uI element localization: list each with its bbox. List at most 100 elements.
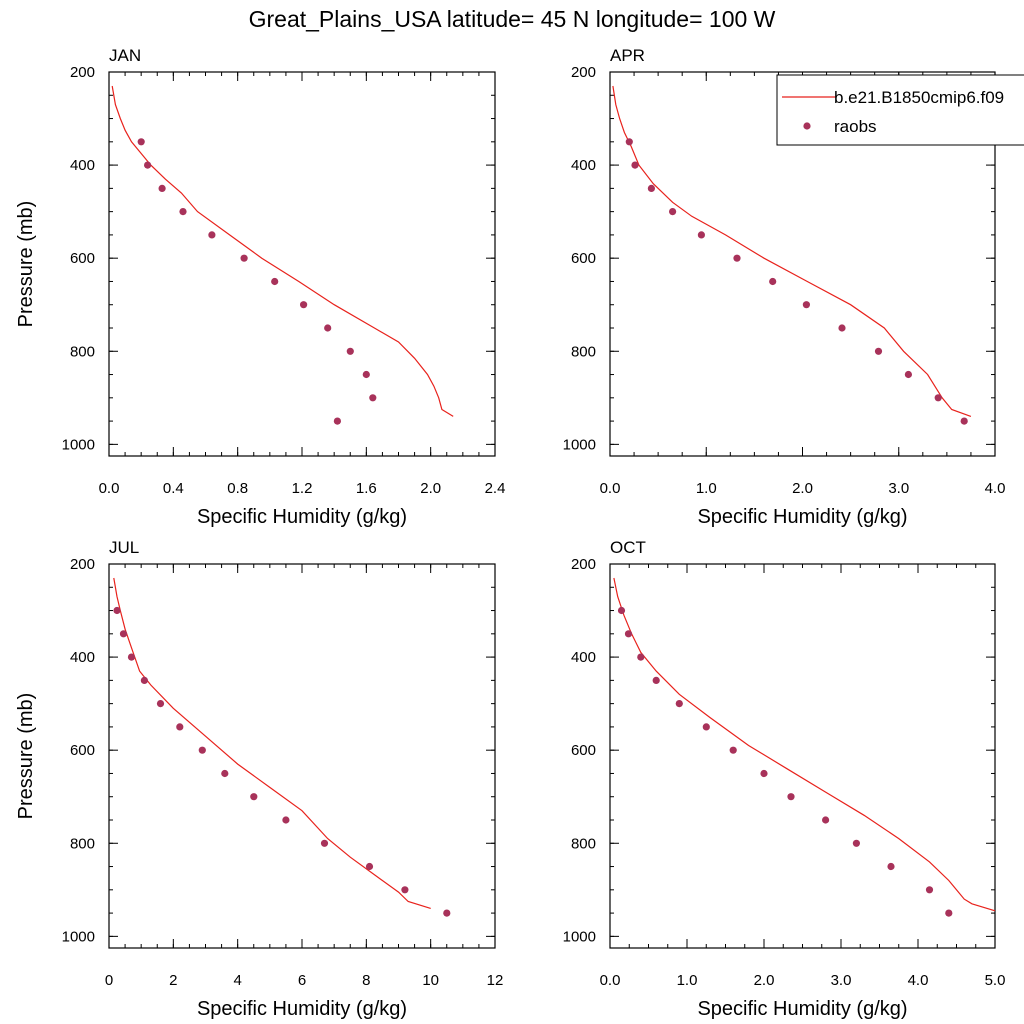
raobs-point [934,394,942,402]
legend-box [776,74,1024,146]
x-tick-label: 12 [487,972,504,989]
raobs-point [925,886,934,894]
raobs-point [960,417,968,425]
y-tick-label: 800 [571,343,596,360]
x-axis-title: Specific Humidity (g/kg) [697,998,907,1020]
raobs-point [127,653,136,661]
panel-title: APR [610,46,645,65]
x-tick-label: 2.0 [754,972,775,989]
x-tick-label: 3.0 [888,480,909,497]
y-axis-title: Pressure (mb) [15,693,37,820]
raobs-point [320,839,329,847]
y-tick-label: 600 [70,742,95,759]
panel-title: OCT [610,538,646,557]
raobs-point [637,653,645,661]
plot-frame [609,563,996,949]
raobs-point [675,700,683,708]
raobs-point [852,839,861,847]
raobs-point [158,184,166,192]
y-tick-label: 600 [70,250,95,267]
raobs-point [787,793,795,801]
panel-apr: APR 0.0 1.0 2.0 3.0 4.0 200 400 600 800 1000 Specif… [563,46,1006,528]
raobs-point [625,138,633,146]
x-axis-title: Specific Humidity (g/kg) [197,998,407,1020]
x-tick-label: 3.0 [831,972,852,989]
raobs-point [240,254,248,262]
raobs-point [176,723,184,731]
y-tick-label: 800 [571,835,596,852]
panel-jan: JAN 0.0 0.4 0.8 1.2 1.6 2.0 2.4 200 400 600 800 1000… [15,46,505,528]
raobs-point [647,184,656,192]
raobs-point [874,347,883,355]
x-tick-label: 0.0 [600,972,621,989]
raobs-point [221,769,229,778]
raobs-point [760,769,768,778]
x-tick-label: 6 [298,972,306,989]
raobs-point [631,161,639,169]
legend-obs-label: raobs [834,117,877,136]
x-axis-title: Specific Humidity (g/kg) [697,506,907,528]
x-tick-label: 2.4 [485,480,506,497]
y-tick-label: 1000 [62,928,95,945]
model-profile-line [613,577,996,912]
x-tick-label: 0 [105,972,113,989]
y-tick-label: 400 [571,157,596,174]
x-tick-label: 1.2 [292,480,313,497]
raobs-point [140,676,148,685]
x-tick-label: 2 [169,972,177,989]
x-tick-label: 1.6 [356,480,377,497]
y-tick-label: 800 [70,835,95,852]
panel-title: JUL [109,538,139,557]
y-tick-label: 1000 [62,436,95,453]
y-tick-label: 800 [70,343,95,360]
x-tick-label: 2.0 [792,480,813,497]
raobs-point [822,816,830,824]
x-tick-label: 1.0 [696,480,717,497]
raobs-point [904,370,913,379]
raobs-point [838,324,846,332]
raobs-point [401,886,409,894]
raobs-point [362,370,370,379]
model-profile-line [113,577,431,909]
x-tick-label: 1.0 [677,972,698,989]
raobs-point [669,208,677,216]
y-tick-label: 1000 [563,928,596,945]
raobs-point [271,277,279,286]
raobs-point [324,324,332,332]
y-tick-label: 600 [571,250,596,267]
raobs-point [702,723,710,731]
raobs-point [802,301,811,309]
raobs-point [300,301,308,309]
legend-model-label: b.e21.B1850cmip6.f09 [834,88,1004,107]
figure-title: Great_Plains_USA latitude= 45 N longitud… [249,6,776,32]
y-tick-label: 200 [70,64,95,81]
raobs-point [250,793,258,801]
raobs-point [365,862,374,871]
x-tick-label: 0.0 [600,480,621,497]
x-tick-label: 0.0 [99,480,120,497]
raobs-point [369,394,377,402]
raobs-point [179,208,187,216]
raobs-point [208,231,216,239]
x-tick-label: 10 [422,972,439,989]
raobs-point [144,161,152,169]
model-profile-line [111,85,454,417]
raobs-point [729,746,737,754]
panel-jul: JUL 0 2 4 6 8 10 12 200 400 600 800 1000 Specific Hum… [15,538,503,1020]
y-tick-label: 200 [571,64,596,81]
x-axis-title: Specific Humidity (g/kg) [197,506,407,528]
x-tick-label: 0.8 [227,480,248,497]
raobs-point [697,231,706,239]
panel-oct: OCT 0.0 1.0 2.0 3.0 4.0 5.0 200 400 600 800 1000 Spe… [563,538,1006,1020]
y-axis-title: Pressure (mb) [15,201,37,328]
x-tick-label: 0.4 [163,480,184,497]
y-tick-label: 200 [571,556,596,573]
raobs-point [346,347,354,355]
legend-obs-marker [803,122,811,130]
x-tick-label: 4 [233,972,241,989]
x-tick-label: 4.0 [908,972,929,989]
raobs-point [945,909,953,917]
x-tick-label: 5.0 [985,972,1006,989]
raobs-point [198,746,206,754]
